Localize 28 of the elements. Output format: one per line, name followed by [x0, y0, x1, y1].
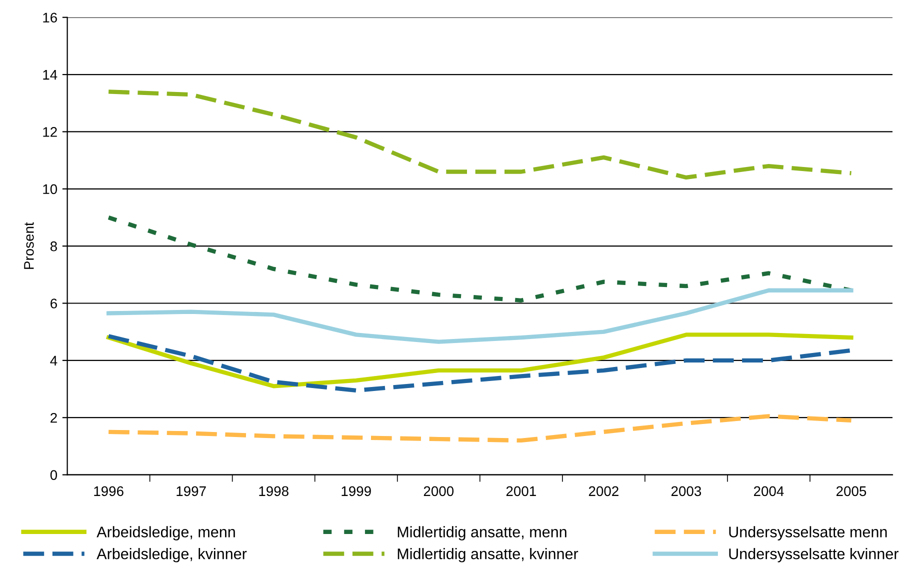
x-tick-label: 1999: [342, 486, 371, 496]
x-tick-label: 2005: [836, 486, 866, 496]
legend-label: Undersysselsatte kvinner: [729, 548, 898, 562]
x-tick-label: 2002: [588, 486, 618, 496]
legend-label: Undersysselsatte menn: [729, 526, 887, 540]
legend-label: Midlertidig ansatte, menn: [398, 526, 566, 540]
x-tick-label: 1996: [94, 486, 124, 496]
y-tick-label: 4: [50, 356, 58, 366]
y-tick-label: 16: [43, 12, 57, 23]
y-tick-label: 14: [43, 70, 58, 80]
x-tick-label: 1998: [259, 486, 288, 496]
legend-label: Midlertidig ansatte, kvinner: [398, 548, 578, 562]
y-tick-label: 6: [50, 298, 57, 308]
y-tick-label: 10: [43, 184, 58, 194]
legend-label: Arbeidsledige, kvinner: [96, 548, 247, 562]
x-tick-label: 2001: [506, 486, 536, 496]
line-series: [106, 288, 854, 344]
x-tick-label: 1997: [176, 486, 206, 496]
y-tick-label: 12: [43, 127, 57, 137]
legend-label: Arbeidsledige, menn: [96, 526, 235, 540]
y-axis-title: Prosent: [24, 222, 34, 269]
y-tick-label: 0: [50, 470, 58, 480]
x-tick-label: 2003: [671, 486, 702, 496]
x-tick-label: 2000: [424, 486, 454, 496]
y-tick-label: 2: [50, 412, 57, 423]
line-series: [106, 215, 854, 302]
y-tick-label: 8: [50, 241, 57, 252]
x-tick-label: 2004: [754, 486, 784, 496]
